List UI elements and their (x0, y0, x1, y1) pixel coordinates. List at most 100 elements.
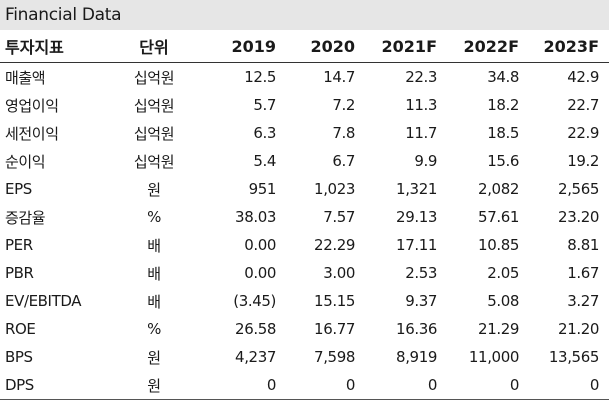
row-value: 0 (282, 371, 362, 400)
row-value: 4,237 (235, 348, 276, 366)
row-unit: 원 (108, 371, 200, 400)
row-value: 38.03 (235, 208, 276, 226)
header-year-2020: 2020 (282, 30, 362, 63)
row-value: 0.00 (244, 264, 276, 282)
row-label: BPS (5, 348, 33, 366)
row-value: 2.05 (487, 264, 519, 282)
row-value: 18.2 (487, 96, 519, 114)
row-value: 16.77 (314, 320, 355, 338)
table-row: 영업이익 십억원 5.7 7.2 11.3 18.2 22.7 (0, 91, 609, 119)
row-value: 5.08 (487, 292, 519, 310)
row-value: 2,082 (478, 180, 519, 198)
row-value: 18.5 (487, 124, 519, 142)
row-unit: 원 (147, 348, 161, 367)
row-value: 16.36 (396, 320, 437, 338)
row-value: 13,565 (548, 348, 599, 366)
row-value: 9.37 (405, 292, 437, 310)
row-value: 0 (526, 371, 609, 400)
row-value: 5.4 (253, 152, 276, 170)
row-value: 2.53 (405, 264, 437, 282)
row-value: 9.9 (414, 152, 437, 170)
table-row: PBR 배 0.00 3.00 2.53 2.05 1.67 (0, 259, 609, 287)
table-row: EPS 원 951 1,023 1,321 2,082 2,565 (0, 175, 609, 203)
row-unit: 십억원 (133, 96, 175, 115)
row-value: 57.61 (478, 208, 519, 226)
table-row: PER 배 0.00 22.29 17.11 10.85 8.81 (0, 231, 609, 259)
row-label: PBR (5, 264, 34, 282)
row-label: EV/EBITDA (5, 292, 82, 310)
row-value: 2,565 (558, 180, 599, 198)
row-label: 세전이익 (5, 124, 59, 143)
header-year-2021f: 2021F (362, 30, 444, 63)
row-value: 7.2 (332, 96, 355, 114)
row-label: 증감율 (5, 208, 46, 227)
row-value: 7.57 (323, 208, 355, 226)
header-year-2023f: 2023F (526, 30, 609, 63)
row-value: 12.5 (244, 68, 276, 86)
row-value: 1,023 (314, 180, 355, 198)
row-label: EPS (5, 180, 32, 198)
header-indicator: 투자지표 (0, 30, 108, 63)
table-body: 매출액 십억원 12.5 14.7 22.3 34.8 42.9 영업이익 십억원 5.7 7.2 1… (0, 63, 609, 400)
row-value: 0 (444, 371, 526, 400)
row-value: 34.8 (487, 68, 519, 86)
section-title: Financial Data (5, 5, 122, 25)
row-value: 1,321 (396, 180, 437, 198)
table-row: 매출액 십억원 12.5 14.7 22.3 34.8 42.9 (0, 63, 609, 92)
row-value: 1.67 (567, 264, 599, 282)
row-value: (3.45) (233, 292, 276, 310)
header-unit: 단위 (108, 30, 200, 63)
row-value: 17.11 (396, 236, 437, 254)
header-year-2022f: 2022F (444, 30, 526, 63)
row-value: 22.29 (314, 236, 355, 254)
row-value: 21.20 (558, 320, 599, 338)
row-unit: % (147, 208, 161, 226)
row-value: 7,598 (314, 348, 355, 366)
table-row: BPS 원 4,237 7,598 8,919 11,000 13,565 (0, 343, 609, 371)
row-unit: 십억원 (133, 68, 175, 87)
row-unit: % (147, 320, 161, 338)
table-row: ROE% 26.58 16.77 16.36 21.29 21.20 (0, 315, 609, 343)
row-value: 8,919 (396, 348, 437, 366)
row-value: 19.2 (567, 152, 599, 170)
row-value: 0 (362, 371, 444, 400)
row-value: 0.00 (244, 236, 276, 254)
row-value: 6.3 (253, 124, 276, 142)
row-value: 22.3 (405, 68, 437, 86)
row-value: 29.13 (396, 208, 437, 226)
row-value: 951 (248, 180, 277, 198)
row-value: 11.7 (405, 124, 437, 142)
table-row: EV/EBITDA 배 (3.45) 15.15 9.37 5.08 3.27 (0, 287, 609, 315)
section-title-bar: Financial Data (0, 0, 609, 30)
row-unit: 배 (147, 236, 161, 255)
row-unit: 십억원 (133, 124, 175, 143)
header-year-2019: 2019 (200, 30, 282, 63)
row-value: 3.27 (567, 292, 599, 310)
row-unit: 배 (147, 264, 161, 283)
row-label: 순이익 (5, 152, 46, 171)
row-unit: 배 (147, 292, 161, 311)
row-value: 10.85 (478, 236, 519, 254)
row-value: 15.6 (487, 152, 519, 170)
row-label: 매출액 (5, 68, 46, 87)
row-value: 42.9 (567, 68, 599, 86)
row-unit: 십억원 (133, 152, 175, 171)
row-value: 15.15 (314, 292, 355, 310)
table-row: 순이익 십억원 5.4 6.7 9.9 15.6 19.2 (0, 147, 609, 175)
row-unit: 원 (147, 180, 161, 199)
row-value: 5.7 (253, 96, 276, 114)
row-value: 3.00 (323, 264, 355, 282)
header-row: 투자지표 단위 2019 2020 2021F 2022F 2023F (0, 30, 609, 63)
row-value: 0 (200, 371, 282, 400)
row-value: 7.8 (332, 124, 355, 142)
table-row: 세전이익 십억원 6.3 7.8 11.7 18.5 22.9 (0, 119, 609, 147)
row-value: 23.20 (558, 208, 599, 226)
row-label: ROE (5, 320, 36, 338)
row-value: 11,000 (468, 348, 519, 366)
table-row: 증감율% 38.03 7.57 29.13 57.61 23.20 (0, 203, 609, 231)
row-value: 6.7 (332, 152, 355, 170)
row-value: 22.9 (567, 124, 599, 142)
row-value: 11.3 (405, 96, 437, 114)
row-value: 21.29 (478, 320, 519, 338)
